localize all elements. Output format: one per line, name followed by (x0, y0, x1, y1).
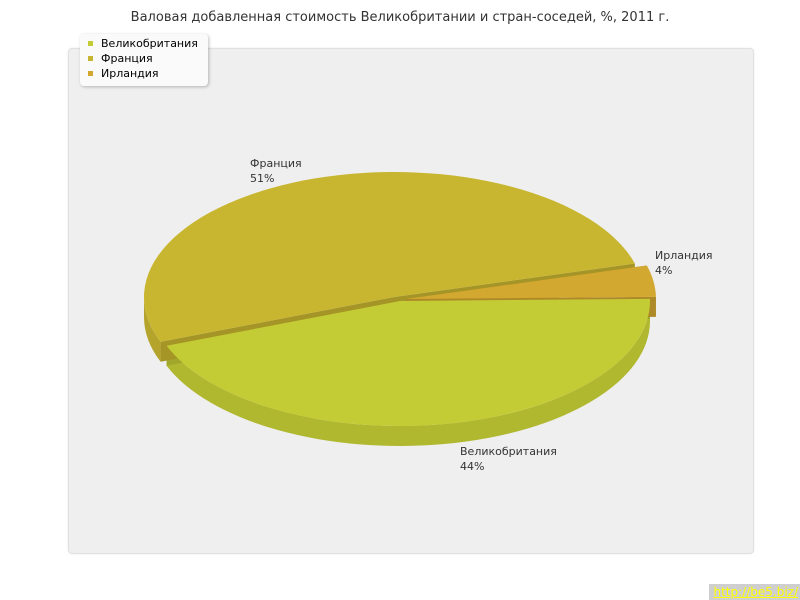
legend-swatch-uk (88, 40, 93, 46)
chart-title: Валовая добавленная стоимость Великобрит… (130, 10, 670, 25)
pie-slice-ireland (406, 265, 656, 299)
legend-item-ireland: Ирландия (88, 67, 159, 81)
legend-swatch-ireland (88, 70, 93, 76)
legend-swatch-france (88, 55, 93, 61)
slice-value-france: 51% (250, 172, 274, 185)
slice-label-ireland: Ирландия (655, 249, 713, 262)
pie-side-uk (166, 301, 651, 447)
legend-item-uk: Великобритания (88, 37, 198, 51)
watermark-link[interactable]: http://be5.biz/ (709, 584, 800, 600)
legend-label-france: Франция (101, 52, 153, 65)
legend: Великобритания Франция Ирландия (80, 34, 208, 86)
slice-label-france: Франция (250, 157, 302, 170)
legend-item-france: Франция (88, 52, 153, 66)
legend-label-ireland: Ирландия (101, 67, 159, 80)
slice-value-ireland: 4% (655, 264, 672, 277)
pie-side-france (144, 297, 161, 362)
pie-slice-france (144, 172, 635, 342)
slice-label-uk: Великобритания (460, 445, 557, 458)
slice-value-uk: 44% (460, 460, 484, 473)
pie-slice-uk (166, 298, 651, 427)
legend-label-uk: Великобритания (101, 37, 198, 50)
